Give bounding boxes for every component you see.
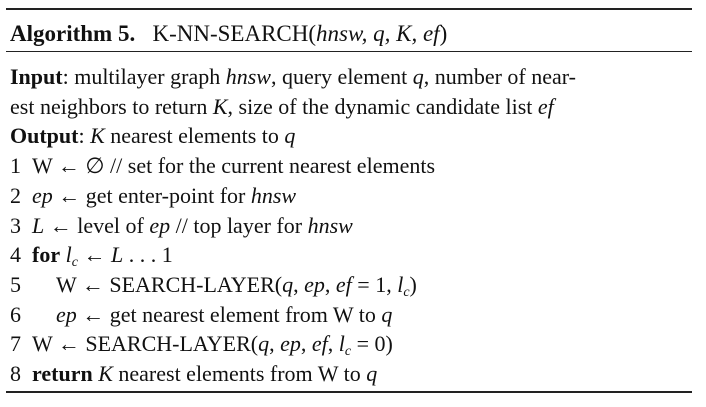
text-run: K [98, 361, 113, 386]
text-run: ep [280, 331, 301, 357]
algorithm-line: 6 ep ← get nearest element from W to q [10, 300, 392, 330]
line-number: 6 [10, 301, 21, 327]
text-run: hnsw, q, K, ef [316, 21, 440, 46]
text-run: , [327, 331, 339, 357]
text-run: hnsw [307, 212, 353, 238]
text-run: = 0) [351, 331, 393, 357]
text-run: ← level of [44, 212, 150, 238]
text-run: q [412, 64, 424, 89]
text-run: ep [149, 212, 171, 238]
text-run: ← [77, 242, 111, 268]
text-run: : [78, 123, 91, 149]
text-run: ) [439, 21, 448, 46]
algorithm-line: 8 return K nearest elements from W to q [10, 359, 377, 389]
text-run: ← get nearest element from W to [76, 301, 382, 327]
text-run: ep [56, 301, 77, 327]
text-run: , [300, 331, 312, 357]
text-run: l [65, 242, 72, 268]
text-run: ef [335, 271, 352, 297]
text-run: q [258, 331, 270, 357]
title-rule [6, 51, 692, 52]
algorithm-line: 4 for lc ← L . . . 1 [10, 240, 173, 278]
algorithm-line: 2 ep ← get enter-point for hnsw [10, 181, 296, 211]
text-run: for [32, 242, 61, 268]
algorithm-line: 5 W ← SEARCH-LAYER(q, ep, ef = 1, lc) [10, 270, 417, 308]
text-run: q [366, 361, 378, 386]
line-number: 8 [10, 361, 21, 386]
text-run: = 1, [351, 271, 398, 297]
algorithm-line: 1 W ← ∅ // set for the current nearest el… [10, 151, 435, 181]
text-run: nearest elements to [104, 123, 285, 149]
text-run: W ← ∅ // set for the current nearest ele… [32, 153, 436, 179]
algorithm-title: Algorithm 5. K-NN-SEARCH(hnsw, q, K, ef) [10, 19, 447, 49]
line-number: 3 [10, 212, 21, 238]
line-number: 2 [10, 182, 21, 208]
text-run: return [32, 361, 93, 386]
text-run: ) [409, 271, 417, 297]
text-run: , [324, 271, 336, 297]
line-number: 1 [10, 153, 21, 179]
text-run: , number of near- [423, 64, 576, 89]
text-run: l [397, 271, 404, 297]
algorithm-line: est neighbors to return K, size of the d… [10, 92, 554, 122]
text-run: , query element [270, 64, 413, 89]
text-run: q [381, 301, 393, 327]
text-run: q [282, 271, 294, 297]
text-run: q [284, 123, 296, 149]
text-run: ← get enter-point for [52, 182, 251, 208]
line-number: 7 [10, 331, 21, 357]
text-run: Input [10, 64, 63, 89]
top-rule [6, 8, 692, 10]
text-run: hnsw [250, 182, 297, 208]
line-number: 4 [10, 242, 21, 268]
algorithm-line: 7 W ← SEARCH-LAYER(q, ep, ef, lc = 0) [10, 329, 393, 367]
text-run: , size of the dynamic candidate list [227, 93, 538, 119]
text-run: W ← SEARCH-LAYER( [56, 271, 283, 297]
line-number: 5 [10, 271, 21, 297]
text-run: K [90, 123, 105, 149]
text-run: , [293, 271, 305, 297]
text-run: ep [304, 271, 325, 297]
text-run: c [71, 255, 78, 271]
text-run: L [32, 212, 45, 238]
text-run: l [338, 331, 345, 357]
text-run: Algorithm 5. [10, 21, 136, 46]
text-run: nearest elements from W to [112, 361, 367, 386]
text-run: c [403, 284, 410, 300]
text-run: L [110, 242, 124, 268]
text-run: hnsw [225, 64, 271, 89]
algorithm-line: Output: K nearest elements to q [10, 121, 295, 151]
bottom-rule [6, 391, 692, 393]
text-run: c [344, 344, 352, 360]
text-run: , [269, 331, 281, 357]
text-run: . . . 1 [123, 242, 173, 268]
text-run: K-NN-SEARCH( [135, 21, 317, 46]
text-run: : multilayer graph [62, 64, 226, 89]
text-run: est neighbors to return [10, 93, 213, 119]
text-run: ef [311, 331, 328, 357]
text-run: ef [537, 93, 554, 119]
algorithm-line: Input: multilayer graph hnsw, query elem… [10, 62, 576, 92]
text-run: ep [32, 182, 53, 208]
text-run: W ← SEARCH-LAYER( [32, 331, 259, 357]
text-run: K [212, 93, 228, 119]
text-run: Output [10, 123, 79, 149]
text-run: // top layer for [170, 212, 308, 238]
